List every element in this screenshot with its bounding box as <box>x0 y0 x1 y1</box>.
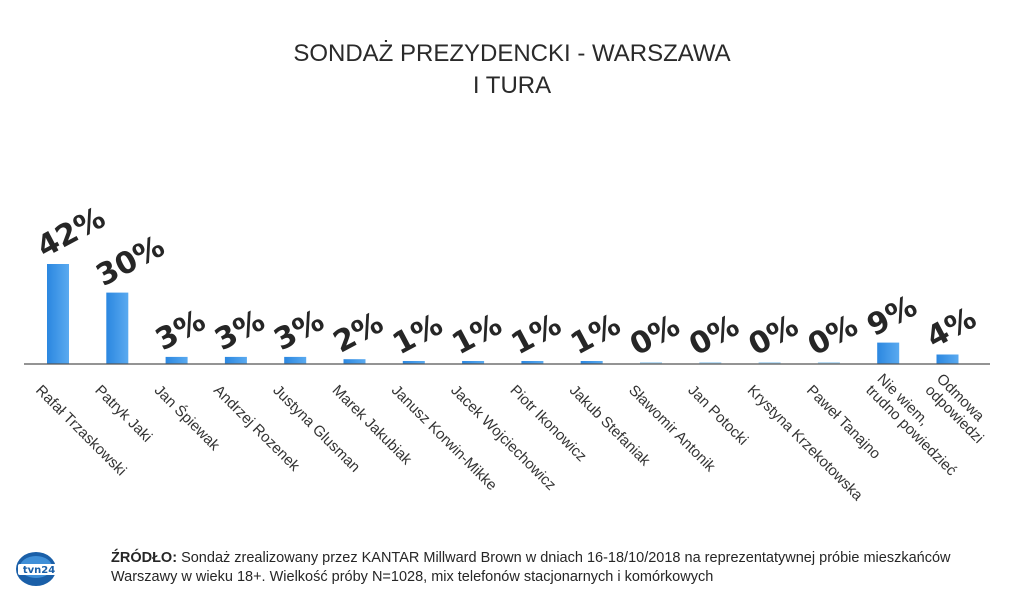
value-label: 4% <box>921 301 982 356</box>
value-label: 1% <box>506 307 567 362</box>
value-label: 2% <box>328 305 389 360</box>
bar <box>640 362 662 364</box>
bar <box>165 356 188 364</box>
bar <box>699 362 722 364</box>
value-label: 42% <box>31 200 111 265</box>
value-label: 3% <box>269 303 330 358</box>
bar <box>817 362 840 364</box>
value-label: 1% <box>387 307 448 362</box>
value-label: 30% <box>91 229 171 294</box>
value-label: 1% <box>565 307 626 362</box>
chart-title: SONDAŻ PREZYDENCKI - WARSZAWA I TURA <box>293 40 730 99</box>
bar <box>224 356 247 364</box>
category-label: Jacek Wojciechowicz <box>447 382 559 494</box>
value-label: 9% <box>862 289 923 344</box>
tvn24-logo-icon: tvn24 <box>14 548 64 588</box>
value-label: 0% <box>684 308 745 363</box>
category-label: Janusz Korwin-Mikke <box>388 382 500 494</box>
source-label: ŹRÓDŁO: <box>111 550 178 566</box>
value-label: 3% <box>150 303 211 358</box>
value-label: 0% <box>802 308 863 363</box>
bar <box>936 354 959 364</box>
chart-title-line-1: SONDAŻ PREZYDENCKI - WARSZAWA <box>293 40 730 67</box>
source-note: ŹRÓDŁO: Sondaż zrealizowany przez KANTAR… <box>111 549 991 587</box>
bar <box>47 264 69 364</box>
bar <box>758 362 781 364</box>
bar <box>106 292 129 364</box>
category-label: Krystyna Krzekotowska <box>744 382 867 505</box>
bar <box>343 359 366 364</box>
chart-title-line-2: I TURA <box>473 72 551 99</box>
value-label: 3% <box>209 303 270 358</box>
value-label: 0% <box>743 308 804 363</box>
bars-group <box>47 264 959 364</box>
bar <box>521 361 544 364</box>
tvn24-logo-graphic: tvn24 <box>16 552 60 586</box>
logo-text: tvn24 <box>23 565 55 576</box>
bar <box>402 361 425 364</box>
value-label: 0% <box>624 308 685 363</box>
bar <box>462 361 485 364</box>
source-text: Sondaż zrealizowany przez KANTAR Millwar… <box>111 550 951 585</box>
bar <box>284 356 307 364</box>
bar <box>877 342 900 364</box>
value-label: 1% <box>446 307 507 362</box>
value-labels-group: 42%30%3%3%3%2%1%1%1%1%0%0%0%0%9%4% <box>31 200 982 363</box>
category-label: Patryk Jaki <box>91 382 155 446</box>
bar <box>580 361 603 364</box>
